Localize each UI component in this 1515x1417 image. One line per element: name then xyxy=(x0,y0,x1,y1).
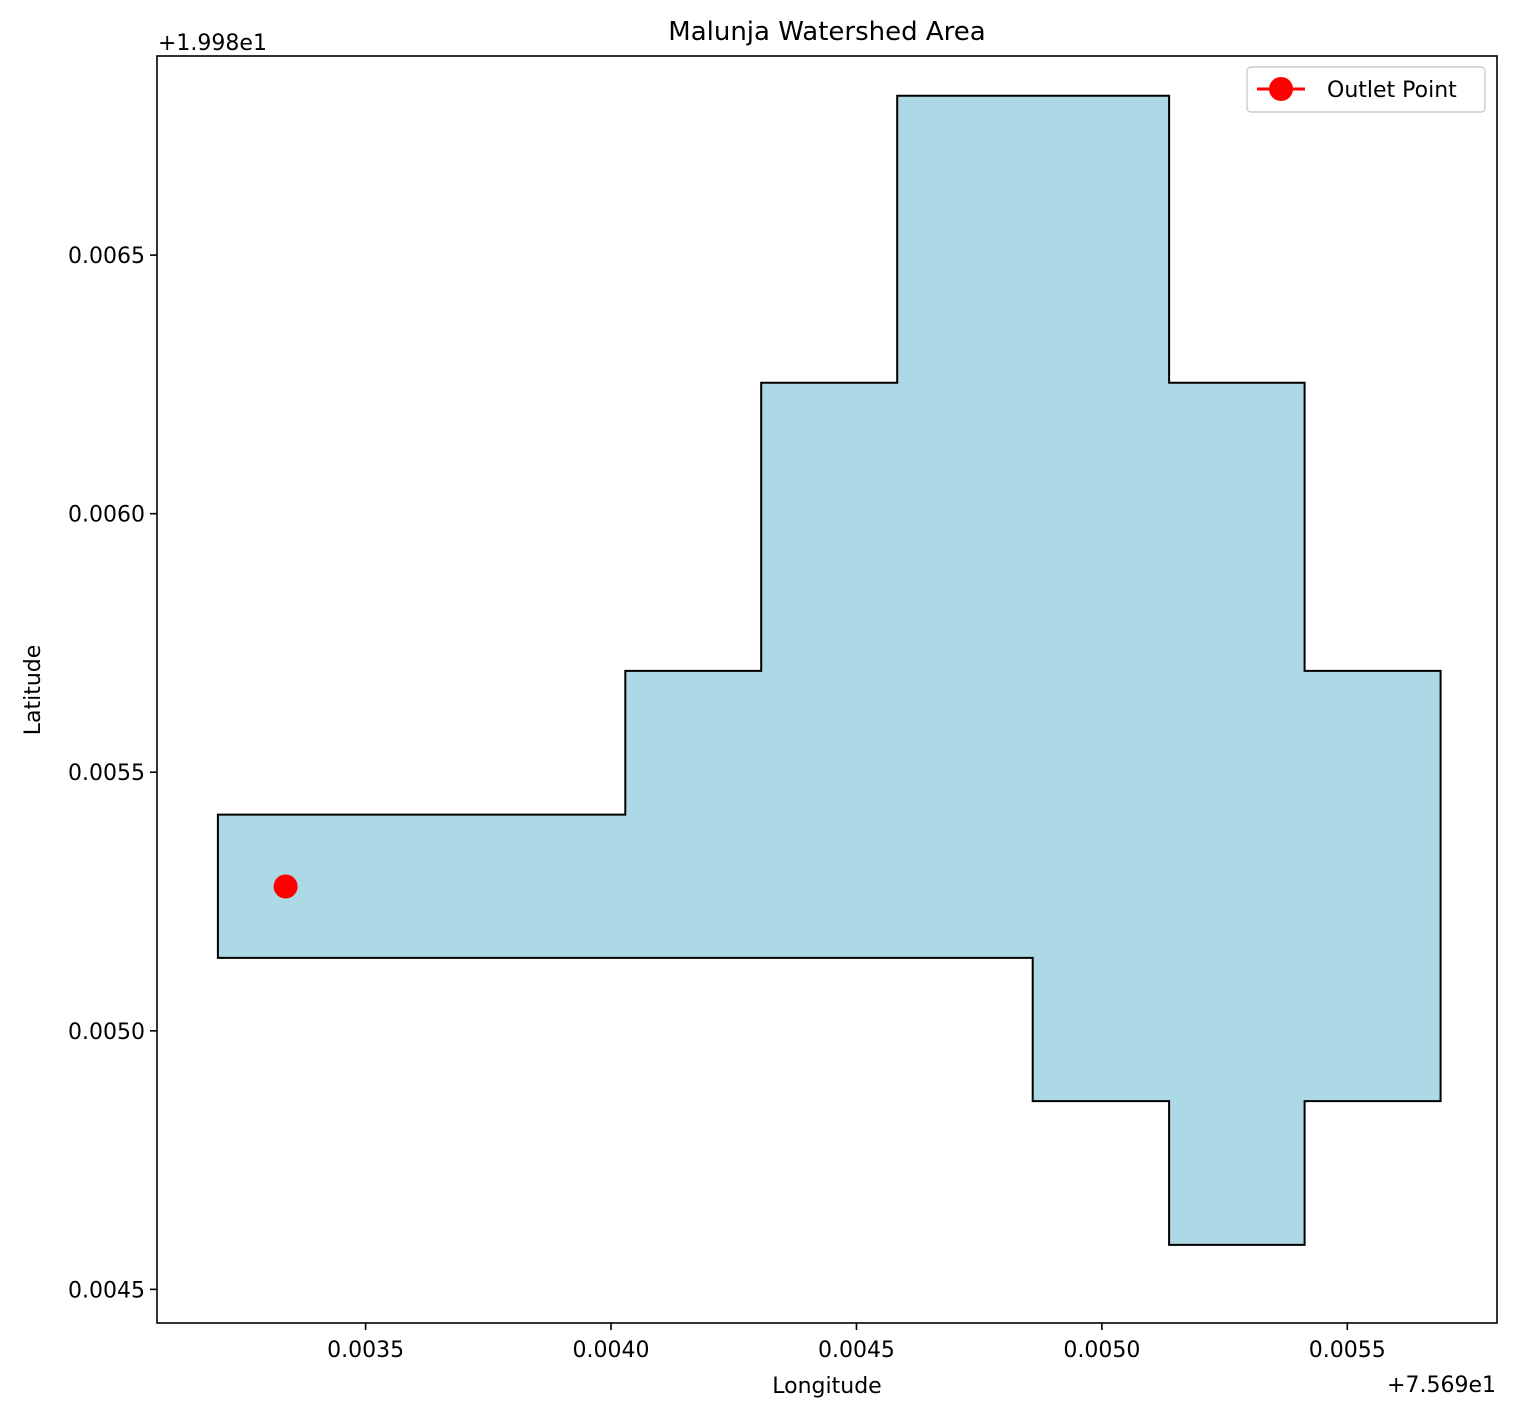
x-axis-ticks: 0.0035 0.0040 0.0045 0.0050 0.0055 xyxy=(327,1323,1386,1363)
x-tick-label: 0.0055 xyxy=(1309,1338,1386,1363)
x-tick-label: 0.0050 xyxy=(1063,1338,1140,1363)
legend-label-outlet-point: Outlet Point xyxy=(1327,78,1457,103)
legend-box xyxy=(1246,66,1486,113)
x-tick-label: 0.0035 xyxy=(327,1338,404,1363)
x-axis-label: Longitude xyxy=(772,1374,881,1399)
x-offset-label: +7.569e1 xyxy=(1387,1373,1496,1398)
chart-title: Malunja Watershed Area xyxy=(668,17,985,47)
y-tick-label: 0.0050 xyxy=(68,1020,145,1045)
y-axis-ticks: 0.0045 0.0050 0.0055 0.0060 0.0065 xyxy=(68,244,157,1303)
plot-area xyxy=(216,94,1442,1246)
y-tick-label: 0.0060 xyxy=(68,503,145,528)
y-tick-label: 0.0045 xyxy=(68,1278,145,1303)
legend: Outlet Point xyxy=(1246,66,1486,113)
outlet-point-marker xyxy=(273,874,298,899)
y-axis-label: Latitude xyxy=(21,645,46,736)
y-offset-label: +1.998e1 xyxy=(158,31,267,56)
legend-point-marker xyxy=(1269,77,1293,101)
y-tick-label: 0.0065 xyxy=(68,244,145,269)
plot-frame xyxy=(156,55,1498,1324)
y-tick-label: 0.0055 xyxy=(68,761,145,786)
watershed-polygon xyxy=(216,94,1442,1246)
x-tick-label: 0.0045 xyxy=(818,1338,895,1363)
x-tick-label: 0.0040 xyxy=(573,1338,650,1363)
